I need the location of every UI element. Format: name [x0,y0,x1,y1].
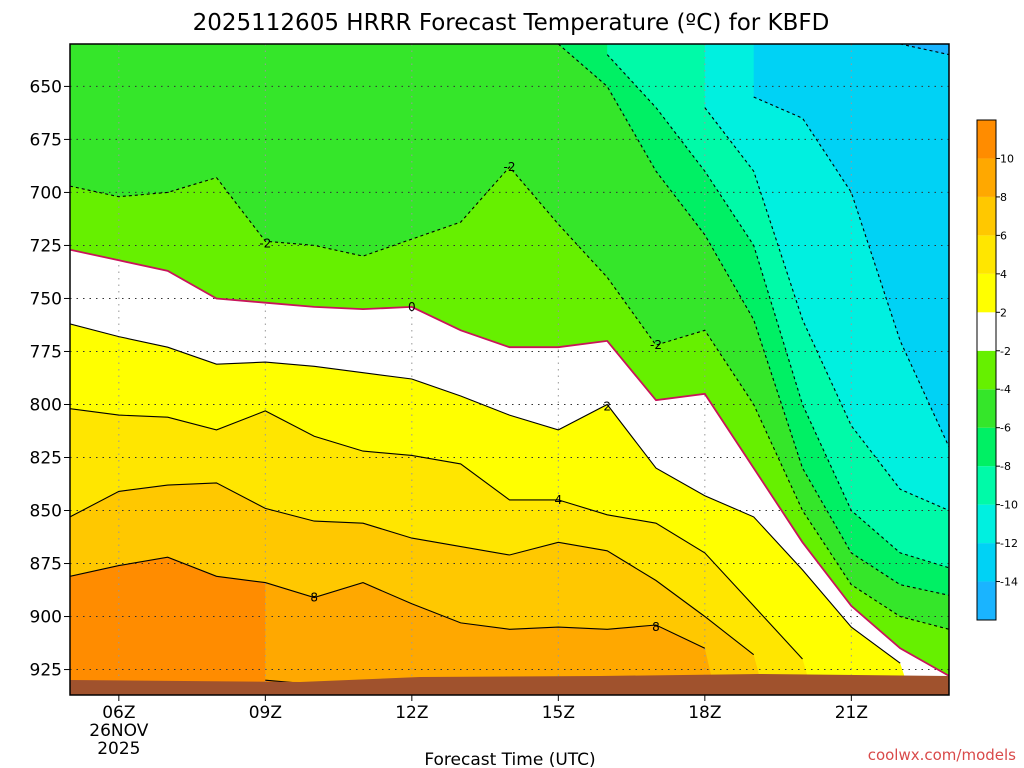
contour-label: -2 [259,236,271,250]
colorbar-label: 6 [1000,229,1007,242]
colorbar-label: 10 [1000,152,1014,165]
isotherm--6 [606,54,949,569]
y-tick-label: 900 [30,608,62,628]
y-tick-label: 700 [30,183,62,203]
contour-label: -2 [650,338,662,352]
y-tick-label: 750 [30,289,62,309]
ground-surface [70,674,949,695]
x-axis-label: Forecast Time (UTC) [424,750,595,768]
colorbar-label: -6 [1000,422,1011,435]
y-axis: 650 675 700 725 750 775 800 825 850 875 900 925 [30,77,70,681]
colorbar-segment [977,504,996,544]
y-tick-label: 775 [30,342,62,362]
y-tick-label: 825 [30,449,62,469]
isotherm-0 [70,248,949,677]
x-tick-year: 2025 [97,739,140,759]
plot-frame [69,43,950,696]
x-tick-label: 12Z [395,703,428,723]
isotherm--2 [70,166,949,630]
colorbar-frame [976,119,997,621]
colorbar-label: 8 [1000,191,1007,204]
colorbar-segment [977,389,996,428]
isotherm--10 [753,96,949,448]
colorbar-label: -4 [1000,383,1011,396]
colorbar-label: -8 [1000,460,1011,473]
colorbar-label: 2 [1000,306,1007,319]
surface-layer [70,674,949,695]
colorbar-segment [977,466,996,505]
colorbar-segment [977,158,996,197]
plot-area: -2 -2 -2 0 2 4 8 8 [70,44,949,695]
isotherm-4 [70,408,803,660]
y-tick-label: 650 [30,77,62,97]
x-tick-label: 06Z [102,703,135,723]
isotherm--12 [900,44,949,56]
contour-label-layer: -2 -2 -2 0 2 4 8 8 [259,160,662,634]
colorbar-segment [977,235,996,274]
colorbar-label: -10 [1000,499,1018,512]
chart-title: 2025112605 HRRR Forecast Temperature (ºC… [193,10,830,36]
isotherm--4 [557,44,949,596]
colorbar-segment [977,196,996,236]
colorbar-segment [977,120,996,159]
colorbar-segment [977,312,996,351]
colorbar-segment [977,273,996,313]
credit-text: coolwx.com/models [868,746,1016,764]
isotherm-6 [70,482,755,656]
isotherm-8 [70,556,706,649]
isotherm--8 [704,107,949,512]
colorbar-label: -2 [1000,345,1011,358]
x-tick-label: 21Z [835,703,868,723]
y-tick-label: 725 [30,236,62,256]
y-tick-label: 800 [30,395,62,415]
contour-label: 2 [603,400,611,414]
temperature-fill-layer [70,44,949,695]
y-tick-label: 850 [30,502,62,522]
y-tick-label: 925 [30,661,62,681]
colorbar-label: -14 [1000,576,1018,589]
contour-label: 8 [652,620,660,634]
y-tick-label: 875 [30,555,62,575]
colorbar-segment [977,581,996,620]
fill-band-below--10 [753,44,949,447]
contour-label: 0 [408,300,416,314]
contour-label: 8 [310,590,318,604]
x-tick-date: 26NOV [89,721,148,741]
colorbar-segment [977,427,996,467]
colorbar-segment [977,543,996,582]
colorbar: -14 -12 -10 -8 -6 -4 -2 2 4 6 8 10 [976,119,1018,621]
isotherm-2 [70,323,901,664]
y-tick-label: 675 [30,130,62,150]
colorbar-label: -12 [1000,537,1018,550]
contour-label: 4 [555,493,563,507]
colorbar-label: 4 [1000,268,1007,281]
x-tick-label: 15Z [542,703,575,723]
x-tick-label: 09Z [249,703,282,723]
contour-label: -2 [504,160,516,174]
x-tick-label: 18Z [688,703,721,723]
colorbar-segment [977,350,996,390]
grid-layer [70,44,949,695]
